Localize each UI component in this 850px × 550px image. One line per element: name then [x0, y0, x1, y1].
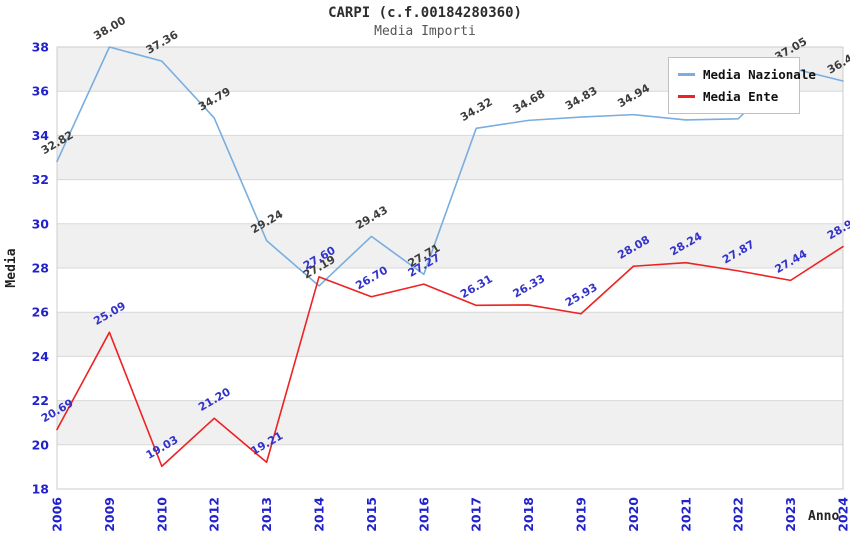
y-tick-label: 30 [32, 216, 50, 231]
legend-label-ente: Media Ente [703, 88, 779, 104]
series-line-media-nazionale [56, 46, 844, 287]
y-tick-label: 24 [32, 349, 50, 364]
legend-item-media-nazionale: Media Nazionale [678, 65, 816, 83]
legend-box: Media Nazionale Media Ente [668, 57, 816, 114]
x-tick-label: 2014 [312, 497, 327, 532]
y-tick-label: 20 [32, 437, 50, 452]
x-tick-label: 2022 [731, 497, 746, 532]
line-swatch-ente-icon [678, 94, 695, 98]
y-tick-label: 26 [32, 305, 50, 320]
y-tick-label: 36 [32, 84, 50, 99]
x-tick-label: 2006 [50, 497, 65, 532]
legend-item-media-ente: Media Ente [678, 87, 790, 105]
x-tick-label: 2021 [678, 497, 693, 532]
x-tick-label: 2010 [154, 497, 169, 532]
legend-label-nazionale: Media Nazionale [703, 66, 816, 82]
x-tick-label: 2016 [416, 497, 431, 532]
y-tick-label: 32 [32, 172, 49, 187]
chart-title: CARPI (c.f.00184280360) [328, 5, 522, 21]
x-tick-label: 2013 [259, 497, 274, 532]
x-tick-label: 2024 [836, 497, 850, 532]
chart-subtitle: Media Importi [374, 24, 476, 39]
y-tick-label: 18 [32, 482, 49, 497]
x-tick-label: 2020 [626, 497, 641, 532]
x-tick-label: 2018 [521, 497, 536, 532]
series-line-media-ente [56, 245, 844, 468]
y-axis-title: Media [4, 248, 19, 288]
x-axis-title: Anno [808, 509, 840, 524]
line-swatch-nazionale-icon [678, 72, 695, 76]
plot-border [56, 46, 844, 490]
y-tick-label: 22 [32, 393, 49, 408]
x-axis-ticks: 2006 2009 2010 2012 2013 2014 2015 2016 2017 2018… [50, 497, 850, 532]
x-tick-label: 2019 [574, 497, 589, 532]
y-axis-ticks: 18 20 22 24 26 28 30 32 34 36 38 [32, 40, 50, 497]
value-label: 38.00 [91, 14, 128, 43]
y-tick-label: 28 [32, 261, 49, 276]
x-tick-label: 2009 [102, 497, 117, 532]
x-tick-label: 2012 [207, 497, 222, 532]
x-tick-label: 2017 [469, 497, 484, 532]
y-tick-label: 38 [32, 40, 49, 55]
x-tick-label: 2015 [364, 497, 379, 532]
y-tick-label: 34 [32, 128, 50, 143]
x-tick-label: 2023 [783, 497, 798, 532]
